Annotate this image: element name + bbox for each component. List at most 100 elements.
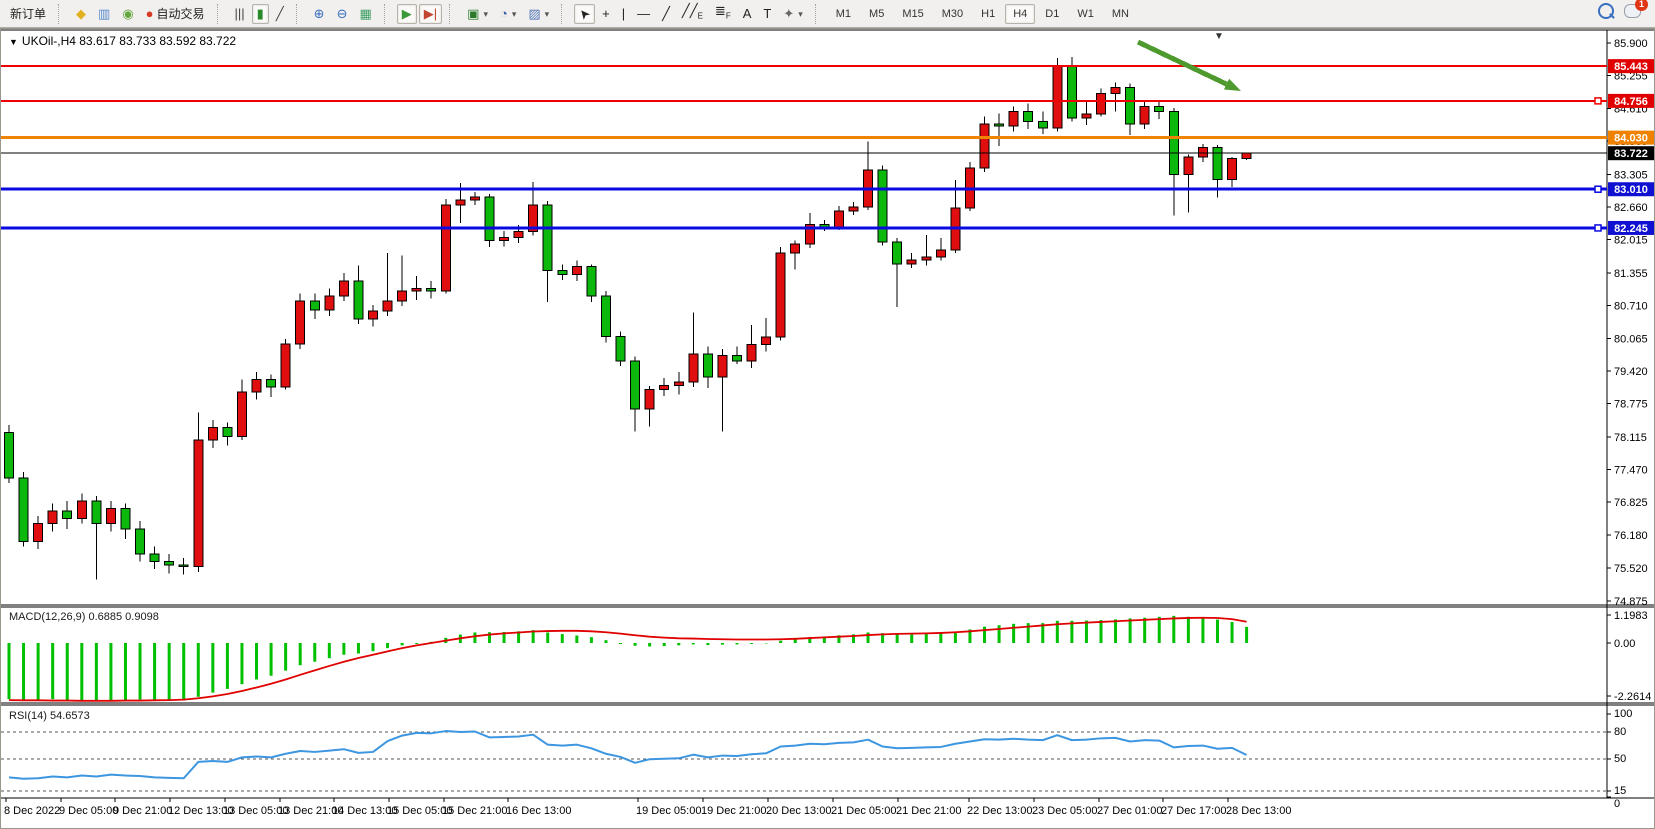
line-chart-icon: ╱ — [275, 5, 284, 21]
macd-histogram-bar — [1128, 618, 1132, 643]
macd-tick-label: 0.00 — [1614, 638, 1635, 650]
dropdown-arrow-icon[interactable]: ▾ — [483, 8, 488, 19]
candle — [513, 231, 524, 238]
price-tick-label: 75.520 — [1614, 563, 1648, 575]
toolbar-group-scroll: ▶ ▶| — [396, 0, 443, 28]
line-chart-button[interactable]: ╱ — [271, 4, 289, 24]
navigator-button[interactable]: ◉ — [117, 4, 138, 24]
hline-button[interactable]: — — [632, 4, 655, 24]
macd-histogram-bar — [138, 643, 142, 700]
price-tick-label: 78.115 — [1614, 432, 1647, 444]
toolbar-separator — [295, 3, 304, 24]
auto-scroll-button[interactable]: ▶ — [396, 3, 417, 24]
candle — [717, 355, 728, 378]
auto-scroll-icon: ▶ — [401, 5, 412, 21]
macd-histogram-bar — [706, 643, 710, 646]
tf-m15[interactable]: M15 — [894, 4, 931, 24]
chart-canvas[interactable]: 85.90085.25584.61083.96583.30582.66082.0… — [1, 29, 1654, 828]
macd-histogram-bar — [473, 632, 477, 643]
cursor-button[interactable]: ➤ — [574, 3, 596, 24]
chart-shift-button[interactable]: ▶| — [418, 3, 443, 24]
bar-chart-button[interactable]: ||| — [230, 4, 250, 24]
new-chart-button[interactable]: ▣ ▾ — [462, 4, 493, 24]
symbol-ohlc-text: UKOil-,H4 83.617 83.733 83.592 83.722 — [21, 34, 237, 48]
candle — [1227, 157, 1238, 181]
autotrading-button[interactable]: ● 自动交易 — [141, 4, 210, 24]
candle — [1066, 64, 1077, 119]
vline-icon: | — [621, 5, 626, 21]
macd-histogram-bar — [7, 643, 11, 700]
price-badge — [1608, 59, 1654, 74]
macd-histogram-bar — [22, 643, 26, 701]
dropdown-arrow-icon[interactable]: ▾ — [544, 8, 550, 19]
candle — [338, 280, 349, 297]
macd-histogram-bar — [1012, 623, 1016, 643]
candle — [557, 270, 568, 276]
search-button[interactable] — [1598, 3, 1614, 24]
rsi-tick-label: 15 — [1614, 785, 1626, 797]
candle — [688, 353, 699, 383]
tf-d1[interactable]: D1 — [1037, 4, 1067, 24]
candle — [499, 236, 510, 241]
dropdown-arrow-icon[interactable]: ▾ — [798, 8, 803, 19]
candle — [1096, 93, 1106, 115]
candle — [440, 204, 451, 292]
tf-m1[interactable]: M1 — [828, 4, 859, 24]
macd-histogram-bar — [779, 640, 783, 643]
shapes-button[interactable]: ✦ ▾ — [778, 4, 807, 24]
macd-histogram-bar — [342, 643, 346, 655]
chat-button[interactable]: 1 — [1624, 0, 1648, 23]
new-order-button[interactable]: 新订单 — [5, 4, 51, 24]
price-badge — [1608, 182, 1654, 197]
macd-histogram-bar — [1070, 620, 1074, 643]
channel-button[interactable]: ╱╱E — [677, 3, 708, 24]
candle — [484, 196, 495, 241]
label-button[interactable]: T — [758, 4, 776, 24]
text-button[interactable]: A — [738, 4, 757, 24]
tf-mn[interactable]: MN — [1104, 4, 1137, 24]
template-button[interactable]: ▨ ▾ — [523, 4, 554, 24]
price-tick-label: 74.875 — [1614, 596, 1648, 608]
macd-histogram-bar — [720, 643, 724, 645]
candlestick-button[interactable]: ▮ — [251, 3, 269, 24]
price-tick-label: 76.825 — [1614, 497, 1648, 509]
dropdown-arrow-icon[interactable]: ▾ — [511, 8, 517, 19]
zoom-out-button[interactable]: ⊖ — [332, 4, 353, 24]
toolbar-separator — [58, 3, 66, 24]
tf-w1[interactable]: W1 — [1069, 4, 1102, 24]
zoom-in-button[interactable]: ⊕ — [309, 4, 330, 24]
trendline-button[interactable]: ╱ — [657, 4, 675, 24]
price-badge-label: 82.245 — [1614, 223, 1648, 235]
hline-handle[interactable] — [1594, 97, 1602, 105]
hline-handle[interactable] — [1594, 224, 1602, 232]
time-label: 14 Dec 13:00 — [332, 805, 397, 817]
hline-handle[interactable] — [1594, 185, 1602, 193]
crosshair-button[interactable]: + — [597, 4, 615, 24]
macd-histogram-bar — [94, 643, 98, 702]
tf-h1[interactable]: H1 — [973, 4, 1003, 24]
data-window-icon: ▥ — [98, 5, 111, 21]
price-tick-label: 78.775 — [1614, 399, 1648, 411]
candle — [426, 287, 437, 292]
trend-arrow-annotation[interactable] — [1136, 39, 1228, 87]
tile-windows-button[interactable]: ▦ — [354, 4, 376, 24]
tf-h4[interactable]: H4 — [1005, 3, 1036, 24]
fibonacci-button[interactable]: ≣F — [710, 3, 736, 24]
vline-button[interactable]: | — [617, 4, 630, 24]
tf-m5[interactable]: M5 — [861, 4, 892, 24]
price-tick-label: 83.305 — [1614, 169, 1648, 181]
collapse-triangle-icon[interactable]: ▼ — [9, 37, 18, 47]
price-tick-label: 85.255 — [1614, 71, 1648, 83]
rsi-tick-label: 100 — [1614, 708, 1632, 720]
time-label: 16 Dec 13:00 — [506, 805, 571, 817]
macd-tick-label: -2.2614 — [1614, 691, 1651, 703]
tf-m30-label: M30 — [941, 7, 964, 20]
toolbar-separator — [561, 3, 569, 24]
candle — [207, 427, 218, 441]
tf-m30[interactable]: M30 — [934, 4, 971, 24]
period-button[interactable]: ◔ ▾ — [495, 4, 521, 24]
data-window-button[interactable]: ▥ — [93, 4, 115, 24]
candle — [4, 432, 14, 479]
market-watch-button[interactable]: ◆ — [71, 4, 91, 24]
